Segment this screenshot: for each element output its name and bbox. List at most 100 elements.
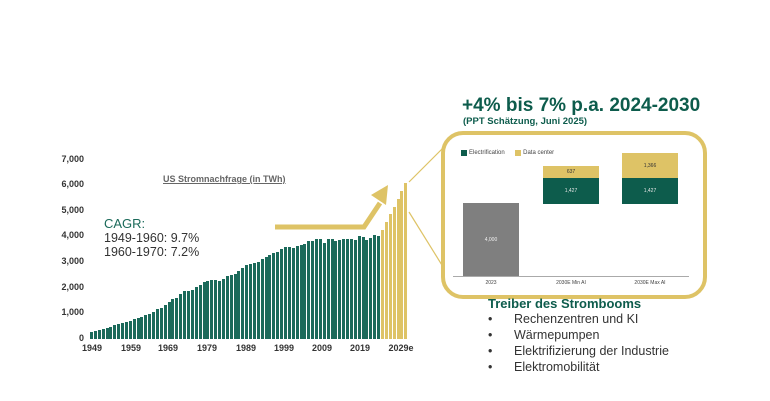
y-tick: 7,000 — [61, 154, 84, 164]
driver-item: • Elektrifizierung der Industrie — [488, 343, 669, 359]
chart-bar — [272, 252, 276, 339]
legend-label: Electrification — [469, 149, 505, 156]
chart-bar — [179, 294, 183, 339]
chart-bar — [117, 323, 121, 339]
legend-swatch-electrification — [461, 149, 467, 156]
chart-bar — [140, 317, 144, 339]
chart-bar — [194, 286, 198, 339]
chart-bar — [326, 238, 330, 339]
chart-bar — [105, 327, 109, 339]
chart-bar — [322, 243, 326, 339]
chart-bar — [330, 239, 334, 339]
chart-bar — [206, 281, 210, 339]
inset-bar-max-data-center: 1,366 — [622, 153, 678, 178]
chart-bar — [214, 279, 218, 339]
cagr-annotation: CAGR: 1949-1960: 9.7% 1960-1970: 7.2% — [104, 216, 199, 259]
driver-label: Rechenzentren und KI — [514, 312, 639, 326]
chart-bar — [377, 236, 381, 339]
chart-bar — [128, 320, 132, 339]
bar-value-label: 1,427 — [643, 188, 657, 194]
chart-bar — [384, 222, 388, 339]
chart-bar — [369, 237, 373, 339]
chart-bar — [315, 238, 319, 339]
x-tick: 1979 — [196, 343, 218, 353]
chart-bar — [148, 313, 152, 339]
chart-bar — [353, 240, 357, 339]
cagr-line: 1949-1960: 9.7% — [104, 231, 200, 245]
driver-item: • Rechenzentren und KI — [488, 311, 669, 327]
chart-bar — [338, 239, 342, 339]
chart-bar — [155, 309, 159, 339]
y-tick: 6,000 — [61, 179, 84, 189]
x-tick: 2019 — [349, 343, 371, 353]
chart-bar — [260, 259, 264, 339]
chart-bar — [342, 238, 346, 339]
chart-bar — [221, 279, 225, 339]
chart-bar — [144, 315, 148, 339]
inset-chart-box: Electrification Data center 4,000 637 1,… — [441, 131, 707, 299]
inset-bar-min-electrification: 1,427 — [543, 178, 599, 204]
y-axis: 7,000 6,000 5,000 4,000 3,000 2,000 1,00… — [42, 0, 84, 401]
trend-arrow-icon — [275, 185, 388, 230]
chart-bar — [396, 198, 400, 339]
chart-bar — [167, 301, 171, 339]
chart-bar — [334, 240, 338, 339]
chart-bar — [187, 291, 190, 339]
chart-bar — [113, 324, 117, 339]
chart-bar — [287, 246, 291, 339]
chart-bar — [202, 282, 206, 339]
bullet-icon: • — [488, 360, 493, 374]
driver-label: Elektromobilität — [514, 360, 600, 374]
driver-label: Elektrifizierung der Industrie — [514, 344, 669, 358]
bullet-icon: • — [488, 312, 493, 326]
chart-bar — [101, 328, 105, 339]
chart-bar — [392, 206, 396, 339]
chart-bar — [400, 191, 404, 339]
x-tick: 2029e — [388, 343, 414, 353]
x-tick: 1989 — [235, 343, 257, 353]
left-chart: 7,000 6,000 5,000 4,000 3,000 2,000 1,00… — [42, 0, 446, 401]
chart-bar — [241, 267, 245, 339]
chart-bar — [136, 318, 140, 339]
growth-headline: +4% bis 7% p.a. 2024-2030 — [462, 95, 701, 116]
chart-bar — [152, 312, 156, 339]
legend-swatch-data-center — [515, 149, 522, 156]
chart-bar — [307, 241, 311, 339]
chart-bar — [280, 249, 284, 339]
inset-x-label: 2030E Min AI — [556, 280, 586, 286]
chart-bar — [124, 322, 128, 339]
bullet-icon: • — [488, 328, 493, 342]
bar-value-label: 4,000 — [484, 236, 498, 243]
chart-bar — [295, 245, 299, 339]
chart-bar — [93, 330, 97, 339]
inset-bar-min-data-center: 637 — [543, 166, 599, 178]
chart-bar — [159, 307, 163, 339]
chart-bar — [229, 274, 233, 339]
chart-bar — [303, 243, 307, 339]
chart-bar — [373, 234, 377, 339]
chart-bar — [276, 251, 280, 339]
driver-item: • Wärmepumpen — [488, 327, 669, 343]
chart-bar — [233, 273, 237, 339]
cagr-line: 1960-1970: 7.2% — [104, 245, 200, 259]
driver-item: • Elektromobilität — [488, 359, 669, 375]
chart-bar — [357, 236, 361, 339]
x-tick: 2009 — [311, 343, 333, 353]
chart-bar — [365, 240, 369, 339]
bars-area — [90, 159, 410, 339]
chart-bar — [299, 244, 303, 339]
chart-bar — [404, 183, 408, 339]
x-tick: 1959 — [120, 343, 142, 353]
chart-bar — [171, 299, 175, 339]
chart-bar — [175, 297, 179, 339]
growth-subheadline: (PPT Schätzung, Juni 2025) — [463, 116, 588, 127]
y-tick: 0 — [78, 333, 84, 343]
inset-legend: Electrification Data center — [461, 144, 560, 162]
inset-x-label: 2023 — [485, 280, 497, 286]
chart-bar — [346, 238, 350, 339]
chart-bar — [109, 326, 113, 339]
chart-bar — [256, 262, 260, 339]
chart-bar — [268, 255, 272, 339]
y-tick: 3,000 — [61, 256, 84, 266]
bullet-icon: • — [488, 344, 493, 358]
